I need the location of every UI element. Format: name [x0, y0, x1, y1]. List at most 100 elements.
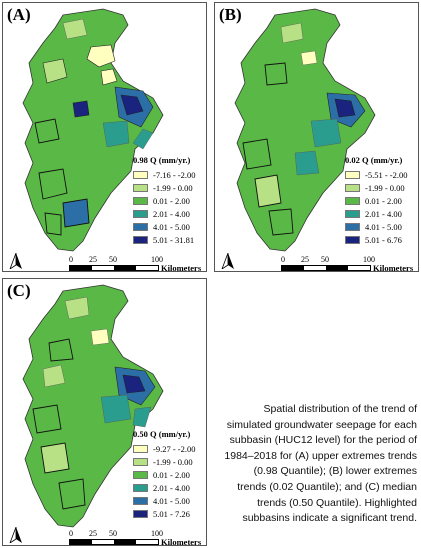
scale-tick: 25 [301, 255, 309, 264]
legend-label: 2.01 - 4.00 [153, 482, 190, 493]
legend-item: -1.99 - 0.00 [345, 181, 408, 194]
legend-label: 0.01 - 2.00 [153, 469, 190, 480]
figure-caption: Spatial distribution of the trend of sim… [224, 403, 417, 525]
legend-label: 5.01 - 7.26 [153, 508, 190, 519]
subbasin-outlined [264, 62, 288, 86]
subbasin-outlined [40, 442, 70, 474]
subbasin-mid [280, 22, 304, 44]
legend-label: -5.51 - -2.00 [365, 169, 408, 180]
legend-swatch [345, 170, 360, 179]
subbasin-low [300, 50, 318, 66]
legend-item: 5.01 - 31.81 [133, 233, 196, 246]
legend-title: 0.50 Q (mm/yr.) [133, 429, 191, 439]
scale-unit: Kilometers [373, 263, 414, 273]
legend-swatch [133, 509, 148, 518]
legend-label: 5.01 - 31.81 [153, 234, 195, 245]
legend-item: 4.01 - 5.00 [133, 220, 196, 233]
legend-label: -1.99 - 0.00 [153, 456, 193, 467]
legend-item: 4.01 - 5.00 [133, 494, 196, 507]
subbasin-mid-high [132, 406, 152, 428]
legend-label: 2.01 - 4.00 [153, 208, 190, 219]
panel-label: (B) [219, 5, 242, 24]
legend-label: 4.01 - 5.00 [365, 221, 402, 232]
subbasin-outlined [34, 118, 60, 144]
legend-item: -5.51 - -2.00 [345, 168, 408, 181]
legend-swatch [345, 235, 360, 244]
legend-swatch [133, 170, 148, 179]
subbasin-outlined [44, 212, 62, 236]
basin-map [234, 8, 376, 252]
legend-label: -1.99 - 0.00 [365, 182, 405, 193]
subbasin-low [100, 68, 118, 86]
subbasin-outlined [32, 404, 62, 434]
legend: 0.02 Q (mm/yr.) -5.51 - -2.00 -1.99 - 0.… [345, 155, 408, 246]
legend-label: -7.16 - -2.00 [153, 169, 196, 180]
legend-swatch [133, 183, 148, 192]
panel-label: (A) [7, 5, 31, 24]
legend-item: 4.01 - 5.00 [345, 220, 408, 233]
legend-swatch [133, 496, 148, 505]
legend-label: 2.01 - 4.00 [365, 208, 402, 219]
subbasin-mid-high [102, 120, 130, 148]
subbasin-mid [62, 18, 88, 40]
subbasin-highest [120, 94, 144, 116]
legend-label: -9.27 - -2.00 [153, 443, 196, 454]
subbasin-highest [122, 374, 146, 394]
map-panel-a: (A) 0.98 Q (mm/yr.) -7.16 - -2.00 -1.99 … [2, 2, 207, 273]
legend-item: 2.01 - 4.00 [345, 207, 408, 220]
scale-tick: 50 [109, 529, 117, 538]
legend-swatch [133, 444, 148, 453]
scale-segments [281, 265, 371, 271]
legend-swatch [133, 483, 148, 492]
subbasin-mid [42, 58, 68, 84]
scale-tick: 0 [69, 255, 73, 264]
subbasin-mid-high [310, 118, 342, 148]
scale-tick: 100 [151, 529, 163, 538]
subbasin-outlined [268, 208, 294, 236]
subbasin-outlined [58, 478, 86, 510]
subbasin-mid [42, 364, 66, 388]
legend: 0.50 Q (mm/yr.) -9.27 - -2.00 -1.99 - 0.… [133, 429, 196, 520]
legend-swatch [133, 222, 148, 231]
legend-item: -9.27 - -2.00 [133, 442, 196, 455]
scale-tick: 25 [89, 529, 97, 538]
scale-unit: Kilometers [161, 263, 202, 273]
subbasin-outlined [62, 198, 90, 228]
legend-label: 5.01 - 6.76 [365, 234, 402, 245]
legend-label: 0.01 - 2.00 [153, 195, 190, 206]
legend-label: 4.01 - 5.00 [153, 495, 190, 506]
legend-item: 2.01 - 4.00 [133, 481, 196, 494]
scale-bar: 0 25 50 100 Kilometers [281, 255, 413, 273]
legend-swatch [133, 209, 148, 218]
legend-swatch [345, 209, 360, 218]
legend-swatch [133, 235, 148, 244]
legend-item: 5.01 - 6.76 [345, 233, 408, 246]
subbasin-mid-high [132, 128, 154, 150]
subbasin-outlined [48, 338, 74, 362]
legend-item: 0.01 - 2.00 [345, 194, 408, 207]
legend-item: -1.99 - 0.00 [133, 455, 196, 468]
map-panel-c: (C) 0.50 Q (mm/yr.) -9.27 - -2.00 -1.99 … [2, 278, 207, 547]
legend-swatch [133, 470, 148, 479]
legend-item: 5.01 - 7.26 [133, 507, 196, 520]
scale-ticks: 0 25 50 100 [281, 255, 375, 265]
legend-item: -7.16 - -2.00 [133, 168, 196, 181]
scale-segments [69, 539, 159, 545]
legend-label: 0.01 - 2.00 [365, 195, 402, 206]
subbasin-outlined [242, 138, 272, 170]
legend-item: 2.01 - 4.00 [133, 207, 196, 220]
subbasin-outlined [38, 168, 68, 200]
legend-item: 0.01 - 2.00 [133, 194, 196, 207]
scale-ticks: 0 25 50 100 [69, 255, 163, 265]
map-panel-b: (B) 0.02 Q (mm/yr.) -5.51 - -2.00 -1.99 … [214, 2, 419, 273]
legend-label: -1.99 - 0.00 [153, 182, 193, 193]
legend-title: 0.98 Q (mm/yr.) [133, 155, 191, 165]
legend-swatch [345, 222, 360, 231]
subbasin-mid [64, 296, 90, 320]
legend-item: -1.99 - 0.00 [133, 181, 196, 194]
north-arrow-icon [9, 252, 23, 271]
scale-tick: 0 [69, 529, 73, 538]
north-arrow-icon [9, 526, 23, 545]
subbasin-highest [334, 98, 356, 118]
legend: 0.98 Q (mm/yr.) -7.16 - -2.00 -1.99 - 0.… [133, 155, 196, 246]
